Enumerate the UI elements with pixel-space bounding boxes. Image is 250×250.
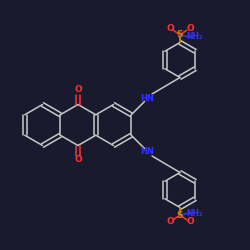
Text: O: O: [166, 24, 174, 33]
Text: S: S: [177, 210, 183, 220]
Text: O: O: [186, 217, 194, 226]
Text: O: O: [74, 156, 82, 164]
Text: NH₂: NH₂: [186, 32, 203, 42]
Text: O: O: [74, 86, 82, 94]
Text: HN: HN: [140, 94, 154, 103]
Text: O: O: [166, 217, 174, 226]
Text: NH₂: NH₂: [186, 208, 203, 218]
Text: HN: HN: [140, 147, 154, 156]
Text: O: O: [186, 24, 194, 33]
Text: S: S: [177, 30, 183, 40]
